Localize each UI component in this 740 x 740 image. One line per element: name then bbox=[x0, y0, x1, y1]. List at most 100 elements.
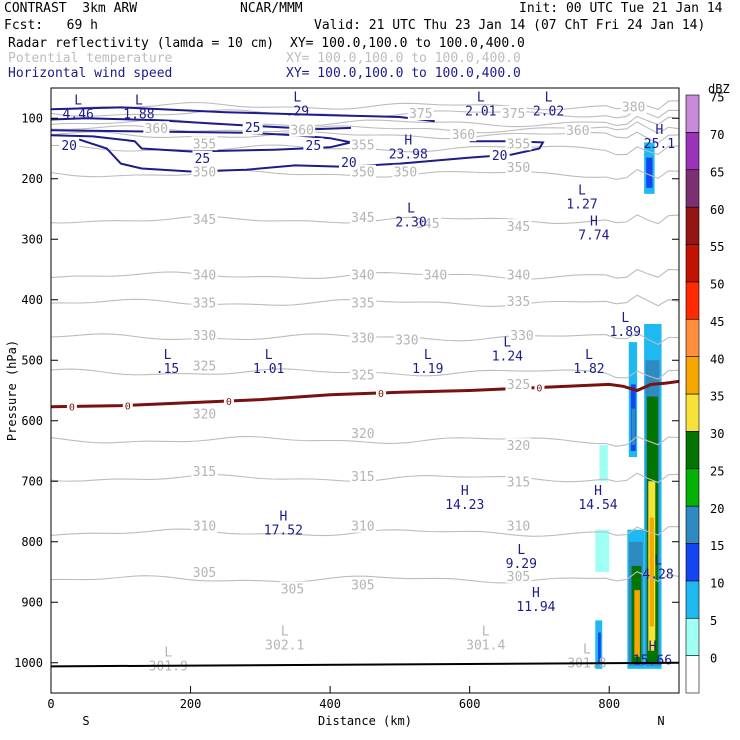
extremum-value: 25.1 bbox=[644, 137, 675, 152]
y-tick-label: 400 bbox=[21, 293, 43, 307]
extremum-marker: H bbox=[590, 214, 598, 229]
wind-label: 20 bbox=[492, 149, 508, 164]
reflectivity-cell bbox=[631, 408, 636, 445]
wind-label: 20 bbox=[341, 156, 357, 171]
theta-label-bg bbox=[505, 294, 532, 309]
field-reflectivity-xy: XY= 100.0,100.0 to 100.0,400.0 bbox=[290, 36, 525, 51]
extremum-value: 4.46 bbox=[63, 107, 94, 122]
extremum-value: 1.89 bbox=[610, 325, 641, 340]
extremum-marker: L bbox=[583, 643, 591, 658]
colorbar-level-label: 5 bbox=[710, 614, 717, 628]
reflectivity-cell bbox=[634, 590, 640, 657]
colorbar-layer: dBZ 0 5 10 15 20 25 30 35 40 45 50 55 60 65 70 75 bbox=[685, 82, 730, 694]
colorbar-swatch bbox=[685, 281, 700, 320]
colorbar-swatch bbox=[685, 169, 700, 208]
theta-label-bg bbox=[191, 295, 218, 310]
theta-label-bg bbox=[191, 406, 218, 421]
colorbar-swatch bbox=[685, 543, 700, 582]
extremum-value: 2.30 bbox=[395, 216, 426, 231]
wind-contour-25 bbox=[50, 117, 352, 131]
ground-line bbox=[50, 661, 680, 668]
y-tick-label: 1000 bbox=[14, 656, 43, 670]
extremum-marker: L bbox=[477, 90, 485, 105]
theta-isentrope-380 bbox=[50, 100, 680, 111]
reflectivity-cell bbox=[649, 517, 654, 627]
theta-label: 315 bbox=[193, 465, 216, 480]
theta-label: 305 bbox=[281, 583, 304, 598]
extremum-marker: H bbox=[656, 123, 664, 138]
theta-label: 355 bbox=[351, 138, 374, 153]
theta-label-bg bbox=[191, 267, 218, 282]
theta-isentrope-305 bbox=[50, 571, 680, 584]
theta-label-bg bbox=[509, 328, 535, 343]
theta-label-bg bbox=[349, 426, 376, 441]
field-reflectivity-name: Radar reflectivity (lamda = 10 cm) bbox=[8, 36, 275, 51]
theta-label: 305 bbox=[193, 566, 216, 581]
theta-label: 305 bbox=[351, 578, 374, 593]
extremum-value: 1.27 bbox=[566, 197, 597, 212]
zero-label-bg bbox=[376, 386, 387, 398]
zero-isotherm-layer: 0 0 0 0 0 bbox=[50, 379, 680, 413]
x-end-label-south: S bbox=[82, 714, 89, 728]
extremum-marker: L bbox=[482, 625, 490, 640]
colorbar-level-label: 60 bbox=[710, 203, 724, 217]
theta-label: 320 bbox=[351, 427, 374, 442]
colorbar-level-label: 15 bbox=[710, 539, 724, 553]
colorbar-level-label: 55 bbox=[710, 240, 724, 254]
theta-label-bg bbox=[620, 99, 647, 114]
reflectivity-cell bbox=[599, 444, 608, 482]
colorbar-swatch bbox=[685, 94, 700, 133]
zero-label-bg bbox=[534, 381, 545, 393]
zero-isotherm-label: 0 bbox=[125, 401, 131, 412]
theta-label-bg bbox=[505, 377, 532, 392]
theta-label: 310 bbox=[507, 520, 530, 535]
field-wind-xy: XY= 100.0,100.0 to 100.0,400.0 bbox=[286, 66, 521, 81]
theta-label: 350 bbox=[394, 166, 417, 181]
extremum-marker: L bbox=[293, 90, 301, 105]
theta-label: 315 bbox=[351, 470, 374, 485]
theta-label: 345 bbox=[507, 220, 530, 235]
extremum-marker: L bbox=[585, 348, 593, 363]
theta-label-bg bbox=[191, 518, 218, 533]
extremum-marker: L bbox=[164, 646, 172, 661]
project-title: CONTRAST 3km ARW bbox=[4, 1, 138, 16]
theta-label-bg bbox=[422, 267, 449, 282]
extremum-value: 14.54 bbox=[578, 498, 617, 513]
extremum-value: 1.01 bbox=[253, 362, 284, 377]
theta-label-bg bbox=[349, 518, 376, 533]
colorbar-level-label: 45 bbox=[710, 315, 724, 329]
wind-label-bg bbox=[489, 147, 510, 162]
theta-label: 375 bbox=[502, 107, 525, 122]
extremum-marker: H bbox=[404, 133, 412, 148]
theta-label: 335 bbox=[351, 296, 374, 311]
theta-label-bg bbox=[505, 159, 532, 174]
wind-label: 25 bbox=[245, 121, 261, 136]
theta-label: 330 bbox=[193, 329, 216, 344]
zero-isotherm-label: 0 bbox=[536, 383, 542, 394]
wind-label: 20 bbox=[61, 139, 77, 154]
extremum-value: 15.66 bbox=[633, 654, 672, 669]
theta-label-bg bbox=[505, 568, 532, 583]
colorbar-unit: dBZ bbox=[708, 82, 730, 96]
label-layer: 375 375 380 360 360 360 360 355 355 355 350 350 350 3… bbox=[59, 90, 675, 675]
wind-label-bg bbox=[303, 138, 324, 153]
theta-label: 350 bbox=[507, 161, 530, 176]
extremum-marker: L bbox=[621, 311, 629, 326]
theta-label: 325 bbox=[507, 378, 530, 393]
theta-label-bg bbox=[393, 332, 420, 347]
theta-label: 330 bbox=[510, 329, 533, 344]
theta-label: 360 bbox=[566, 124, 589, 139]
colorbar-level-label: 50 bbox=[710, 278, 724, 292]
y-tick-label: 900 bbox=[21, 595, 43, 609]
extremum-marker: H bbox=[594, 484, 602, 499]
y-tick-label: 700 bbox=[21, 474, 43, 488]
extremum-value: 301.9 bbox=[149, 660, 188, 675]
theta-label: 355 bbox=[507, 137, 530, 152]
theta-label: 345 bbox=[351, 211, 374, 226]
zero-label-bg bbox=[66, 400, 77, 412]
extremum-marker: H bbox=[649, 640, 657, 655]
extremum-marker: L bbox=[281, 625, 289, 640]
theta-label-bg bbox=[349, 367, 376, 382]
extremum-value: 14.23 bbox=[445, 498, 484, 513]
extremum-marker: L bbox=[164, 348, 172, 363]
